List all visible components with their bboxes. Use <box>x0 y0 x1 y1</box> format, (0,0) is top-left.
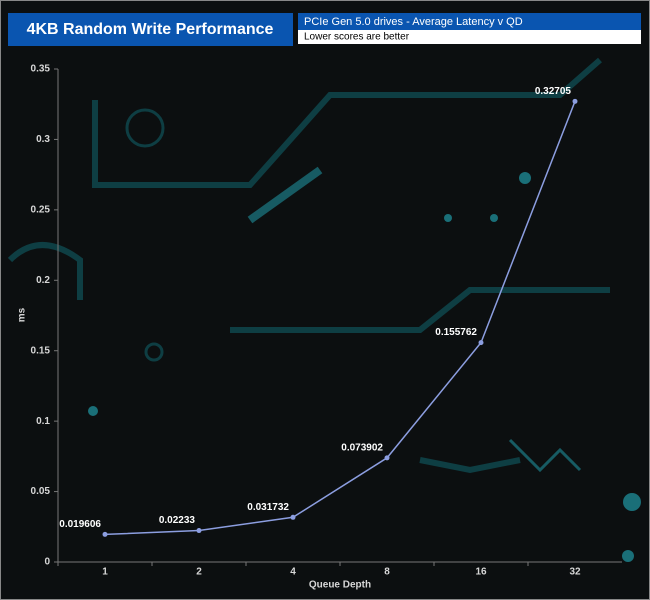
marker <box>196 528 202 534</box>
marker <box>102 531 108 537</box>
x-tick-label: 4 <box>290 567 296 578</box>
y-tick-label: 0 <box>44 557 50 568</box>
value-label: 0.031732 <box>247 502 289 513</box>
title-box <box>8 13 293 46</box>
x-tick-label: 8 <box>384 567 390 578</box>
x-tick-label: 32 <box>569 567 581 578</box>
marker <box>384 455 390 461</box>
y-tick-label: 0.15 <box>31 345 51 356</box>
chart-note: Lower scores are better <box>304 32 410 43</box>
marker <box>572 98 578 104</box>
y-tick-label: 0.05 <box>31 486 51 497</box>
circuit-decoration <box>7 57 610 474</box>
chart-title: 4KB Random Write Performance <box>27 21 274 38</box>
value-label: 0.019606 <box>59 519 101 530</box>
value-label: 0.32705 <box>535 86 572 97</box>
note-box <box>298 30 641 44</box>
x-tick-label: 16 <box>475 567 487 578</box>
y-tick-label: 0.2 <box>36 275 50 286</box>
marker <box>478 340 484 346</box>
value-label: 0.02233 <box>159 515 196 526</box>
marker <box>290 514 296 520</box>
y-tick-label: 0.35 <box>31 64 51 75</box>
x-tick-label: 1 <box>102 567 108 578</box>
chart-subtitle: PCIe Gen 5.0 drives - Average Latency v … <box>304 16 523 28</box>
value-label: 0.073902 <box>341 443 383 454</box>
value-label: 0.155762 <box>435 327 477 338</box>
subtitle-box <box>298 13 641 30</box>
x-axis-title: Queue Depth <box>309 580 371 591</box>
y-tick-label: 0.25 <box>31 204 51 215</box>
line <box>104 101 576 536</box>
y-tick-label: 0.3 <box>36 134 50 145</box>
y-tick-label: 0.1 <box>36 416 50 427</box>
circuit-dots <box>88 172 641 562</box>
y-axis-title: ms <box>17 307 28 322</box>
x-tick-label: 2 <box>196 567 202 578</box>
